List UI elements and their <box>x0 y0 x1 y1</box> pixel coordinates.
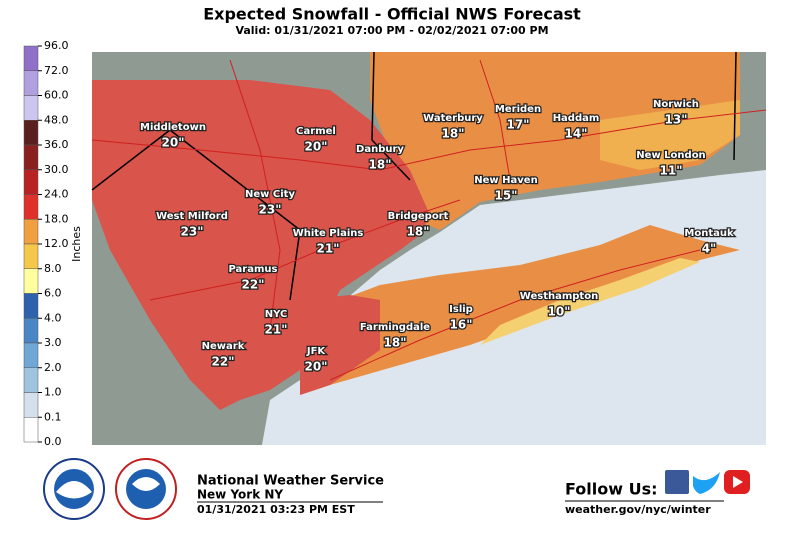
snow-amount: 20" <box>162 136 185 150</box>
snow-amount: 22" <box>242 278 265 292</box>
city-name: New London <box>636 150 705 161</box>
legend-swatch <box>23 318 39 344</box>
city-name: West Milford <box>156 211 228 222</box>
title: Expected Snowfall - Official NWS Forecas… <box>203 5 581 24</box>
snow-amount: 10" <box>548 305 571 319</box>
subtitle: Valid: 01/31/2021 07:00 PM - 02/02/2021 … <box>235 24 548 37</box>
legend-tick-label: 30.0 <box>44 163 69 176</box>
city-name: JFK <box>306 346 327 357</box>
snow-amount: 11" <box>660 164 683 178</box>
office: National Weather Service <box>197 474 384 489</box>
legend-label: Inches <box>70 226 83 262</box>
city-name: Bridgeport <box>388 211 449 222</box>
noaa-logo <box>43 458 177 520</box>
legend-tick-label: 4.0 <box>44 311 62 324</box>
city-name: Middletown <box>140 122 206 133</box>
snow-amount: 17" <box>507 118 530 132</box>
legend-swatch <box>23 293 39 319</box>
snow-amount: 14" <box>565 127 588 141</box>
city-name: NYC <box>265 309 288 320</box>
legend-tick-label: 8.0 <box>44 262 62 275</box>
snow-amount: 20" <box>305 140 328 154</box>
snow-amount: 15" <box>495 189 518 203</box>
city-name: Newark <box>202 341 245 352</box>
legend-tick-label: 6.0 <box>44 287 62 300</box>
legend-swatch <box>23 194 39 220</box>
legend-tick-label: 12.0 <box>44 237 69 250</box>
snow-amount: 21" <box>317 242 340 256</box>
legend-tick-label: 3.0 <box>44 336 62 349</box>
city-name: White Plains <box>293 228 364 239</box>
city-name: New City <box>245 189 295 200</box>
city-name: Meriden <box>495 104 541 115</box>
legend-tick-label: 2.0 <box>44 361 62 374</box>
snow-amount: 20" <box>305 360 328 374</box>
legend-swatch <box>23 144 39 170</box>
legend-tick-label: 18.0 <box>44 212 69 225</box>
legend-tick-label: 24.0 <box>44 188 69 201</box>
snow-amount: 22" <box>212 355 235 369</box>
legend-tick-label: 72.0 <box>44 64 69 77</box>
legend-tick-label: 48.0 <box>44 113 69 126</box>
city-name: New Haven <box>474 175 537 186</box>
snow-amount: 18" <box>369 158 392 172</box>
legend-swatch <box>23 243 39 269</box>
location: New York NY <box>197 488 283 502</box>
follow: Follow Us: <box>565 480 658 499</box>
snow-amount: 23" <box>181 225 204 239</box>
city-name: Danbury <box>356 144 404 155</box>
issued: 01/31/2021 03:23 PM EST <box>197 503 355 516</box>
twitter-icon[interactable] <box>693 472 720 494</box>
snow-amount: 18" <box>407 225 430 239</box>
legend-tick-label: 0.1 <box>44 410 62 423</box>
facebook-icon[interactable] <box>665 470 689 494</box>
legend-swatch <box>23 219 39 245</box>
city-name: Haddam <box>553 113 600 124</box>
snow-amount: 4" <box>702 242 717 256</box>
city-name: Paramus <box>229 264 278 275</box>
city-name: Islip <box>449 304 473 315</box>
legend-swatch <box>23 70 39 96</box>
legend-tick-label: 36.0 <box>44 138 69 151</box>
city-name: Farmingdale <box>360 322 430 333</box>
city-name: Montauk <box>684 228 734 239</box>
legend-swatch <box>23 342 39 368</box>
legend-swatch <box>23 120 39 146</box>
legend-swatch <box>23 268 39 294</box>
snow-amount: 18" <box>384 336 407 350</box>
city-name: Waterbury <box>423 113 483 124</box>
snow-amount: 16" <box>450 318 473 332</box>
snow-amount: 18" <box>442 127 465 141</box>
url[interactable]: weather.gov/nyc/winter <box>565 503 711 516</box>
legend-swatch <box>23 95 39 121</box>
snow-amount: 13" <box>665 113 688 127</box>
snow-amount: 23" <box>259 203 282 217</box>
city-name: Norwich <box>653 99 699 110</box>
legend: Inches 96.0 72.0 60.0 48.0 36.0 30.0 24.0 18.0 1… <box>23 39 83 448</box>
legend-swatch <box>23 417 39 443</box>
city-name: Carmel <box>296 126 336 137</box>
legend-tick-label: 0.0 <box>44 435 62 448</box>
legend-swatch <box>23 169 39 195</box>
legend-tick-label: 96.0 <box>44 39 69 52</box>
legend-tick-label: 60.0 <box>44 89 69 102</box>
legend-swatch <box>23 367 39 393</box>
city-name: Westhampton <box>520 291 598 302</box>
snow-amount: 21" <box>265 323 288 337</box>
map <box>91 51 767 445</box>
legend-swatch <box>23 392 39 418</box>
legend-swatch <box>23 45 39 71</box>
legend-tick-label: 1.0 <box>44 386 62 399</box>
